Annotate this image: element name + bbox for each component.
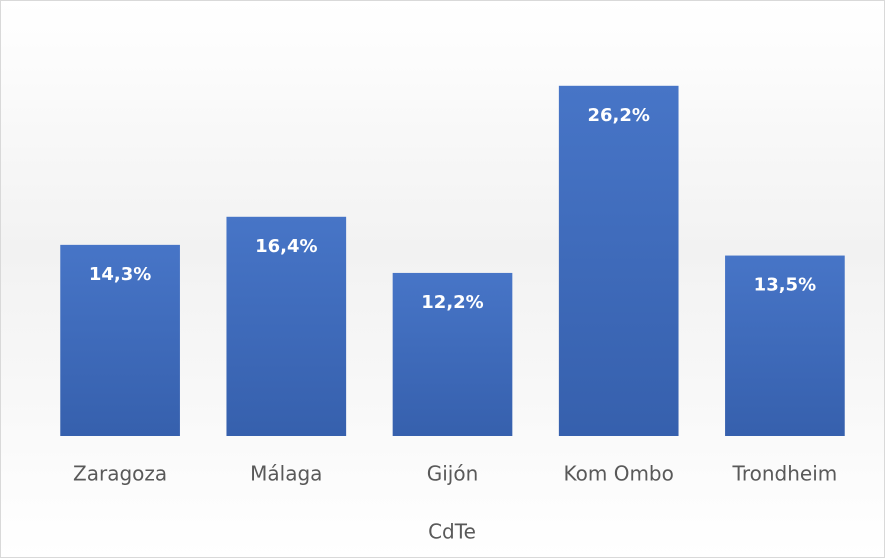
x-tick-label: Kom Ombo (564, 462, 674, 486)
bar (60, 244, 180, 436)
value-label: 26,2% (587, 105, 649, 126)
bar (392, 272, 513, 436)
value-label: 16,4% (255, 236, 317, 257)
bar (558, 85, 679, 436)
x-axis-label: CdTe (428, 520, 476, 544)
value-label: 13,5% (754, 275, 816, 296)
x-tick-label: Gijón (427, 462, 479, 486)
bar (725, 255, 845, 436)
x-tick-label: Trondheim (732, 462, 838, 486)
x-tick-label: Zaragoza (73, 462, 167, 486)
value-label: 14,3% (89, 264, 151, 285)
value-label: 12,2% (421, 292, 483, 313)
x-tick-label: Málaga (250, 462, 322, 486)
bar (226, 216, 347, 436)
